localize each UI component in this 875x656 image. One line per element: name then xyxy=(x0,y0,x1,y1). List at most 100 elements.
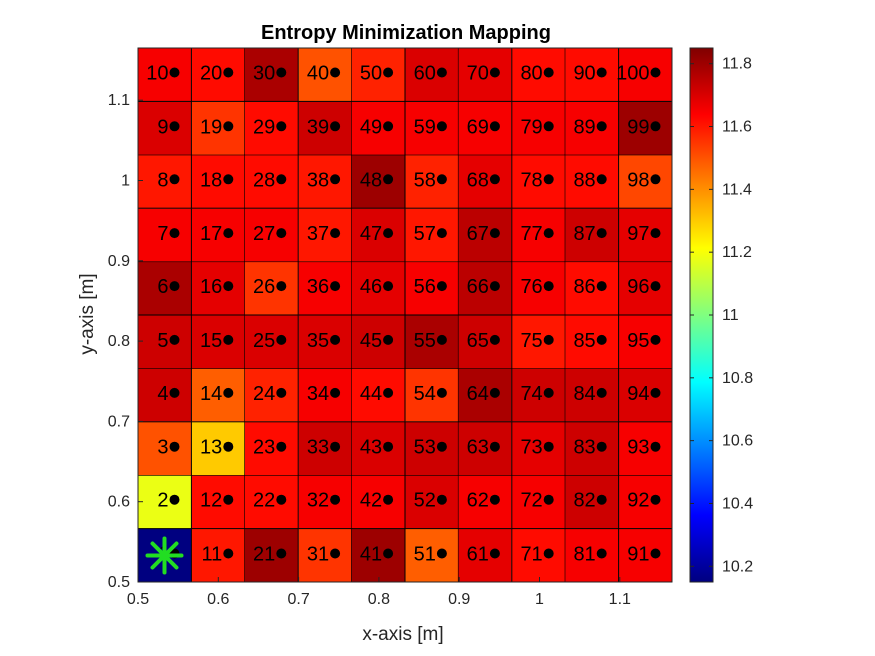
sample-point xyxy=(596,121,607,132)
cell-number-label: 52 xyxy=(414,490,436,512)
sample-point xyxy=(436,174,447,185)
cell-number-label: 45 xyxy=(360,330,382,352)
sample-point xyxy=(383,334,394,345)
sample-point xyxy=(169,334,180,345)
cell-number-label: 18 xyxy=(200,169,222,191)
sample-point xyxy=(169,67,180,78)
cell-number-label: 23 xyxy=(253,437,275,459)
heatmap-cell xyxy=(564,154,619,209)
cell-number-label: 30 xyxy=(253,63,275,85)
heatmap-cell xyxy=(511,367,566,422)
cell-number-label: 21 xyxy=(253,544,275,566)
heatmap-cell xyxy=(191,208,246,263)
sample-point xyxy=(650,67,661,78)
colorbar-tick-label: 10.6 xyxy=(722,433,753,450)
cell-number-label: 15 xyxy=(200,330,222,352)
y-tick-label: 0.8 xyxy=(108,333,130,350)
cell-number-label: 49 xyxy=(360,116,382,138)
heatmap-cell xyxy=(564,208,619,263)
heatmap-cell xyxy=(618,528,673,583)
sample-point xyxy=(383,228,394,239)
cell-number-label: 43 xyxy=(360,437,382,459)
sample-point xyxy=(276,334,287,345)
chart-title: Entropy Minimization Mapping xyxy=(261,22,551,44)
sample-point xyxy=(543,121,554,132)
sample-point xyxy=(330,334,341,345)
cell-number-label: 60 xyxy=(414,63,436,85)
heatmap-cell xyxy=(618,261,673,316)
heatmap-cell xyxy=(457,367,512,422)
cell-number-label: 68 xyxy=(467,169,489,191)
sample-point xyxy=(330,494,341,505)
heatmap-cell xyxy=(564,421,619,476)
y-tick-label: 1 xyxy=(121,172,130,189)
sample-point xyxy=(223,228,234,239)
cell-number-label: 26 xyxy=(253,276,275,298)
cell-number-label: 54 xyxy=(414,383,436,405)
heatmap-cell xyxy=(404,208,459,263)
heatmap-cell xyxy=(137,47,192,102)
sample-point xyxy=(383,494,394,505)
sample-point xyxy=(276,548,287,559)
cell-number-label: 11 xyxy=(202,544,223,566)
sample-point xyxy=(330,548,341,559)
axes-frame xyxy=(137,47,673,583)
heatmap-cell xyxy=(404,154,459,209)
sample-point xyxy=(383,548,394,559)
heatmap-cell xyxy=(137,314,192,369)
sample-point xyxy=(543,548,554,559)
sample-point xyxy=(223,174,234,185)
cell-number-label: 53 xyxy=(414,437,436,459)
cell-number-label: 80 xyxy=(520,63,542,85)
sample-point xyxy=(543,228,554,239)
cell-number-label: 69 xyxy=(467,116,489,138)
sample-point xyxy=(596,441,607,452)
cell-number-label: 28 xyxy=(253,169,275,191)
cell-number-label: 82 xyxy=(573,490,595,512)
sample-point xyxy=(596,174,607,185)
heatmap-cell xyxy=(618,208,673,263)
heatmap-cell xyxy=(191,47,246,102)
sample-point xyxy=(489,121,500,132)
colorbar-tick-label: 10.4 xyxy=(722,495,753,512)
cell-number-label: 5 xyxy=(157,330,168,352)
heatmap-cell xyxy=(244,261,299,316)
heatmap-cell xyxy=(457,154,512,209)
sample-point xyxy=(436,67,447,78)
heatmap-cell xyxy=(191,154,246,209)
cell-number-label: 62 xyxy=(467,490,489,512)
sample-point xyxy=(436,121,447,132)
sample-point xyxy=(436,228,447,239)
sample-point xyxy=(330,387,341,398)
y-axis-label: y-axis [m] xyxy=(77,273,98,354)
heatmap-cell xyxy=(244,101,299,156)
cell-number-label: 51 xyxy=(414,544,436,566)
heatmap-cell xyxy=(298,101,353,156)
heatmap-cell xyxy=(511,208,566,263)
sample-point xyxy=(169,174,180,185)
best-point-marker xyxy=(145,536,184,575)
cell-number-label: 83 xyxy=(573,437,595,459)
cell-number-label: 55 xyxy=(414,330,436,352)
heatmap-cell xyxy=(564,47,619,102)
sample-point xyxy=(489,174,500,185)
sample-point xyxy=(543,494,554,505)
colorbar-tick-label: 10.2 xyxy=(722,558,753,575)
cell-number-label: 70 xyxy=(467,63,489,85)
heatmap-cell xyxy=(511,314,566,369)
sample-point xyxy=(596,548,607,559)
heatmap-cell xyxy=(351,208,406,263)
sample-point xyxy=(223,548,234,559)
cell-number-label: 47 xyxy=(360,223,382,245)
cell-number-label: 27 xyxy=(253,223,275,245)
cell-number-label: 100 xyxy=(616,63,649,85)
sample-point xyxy=(489,441,500,452)
heatmap-cell xyxy=(298,261,353,316)
y-tick-label: 1.1 xyxy=(108,92,130,109)
y-tick-label: 0.9 xyxy=(108,253,130,270)
heatmap-cells xyxy=(137,47,673,583)
heatmap-cell xyxy=(191,474,246,529)
heatmap-cell xyxy=(298,314,353,369)
heatmap-cell xyxy=(457,421,512,476)
